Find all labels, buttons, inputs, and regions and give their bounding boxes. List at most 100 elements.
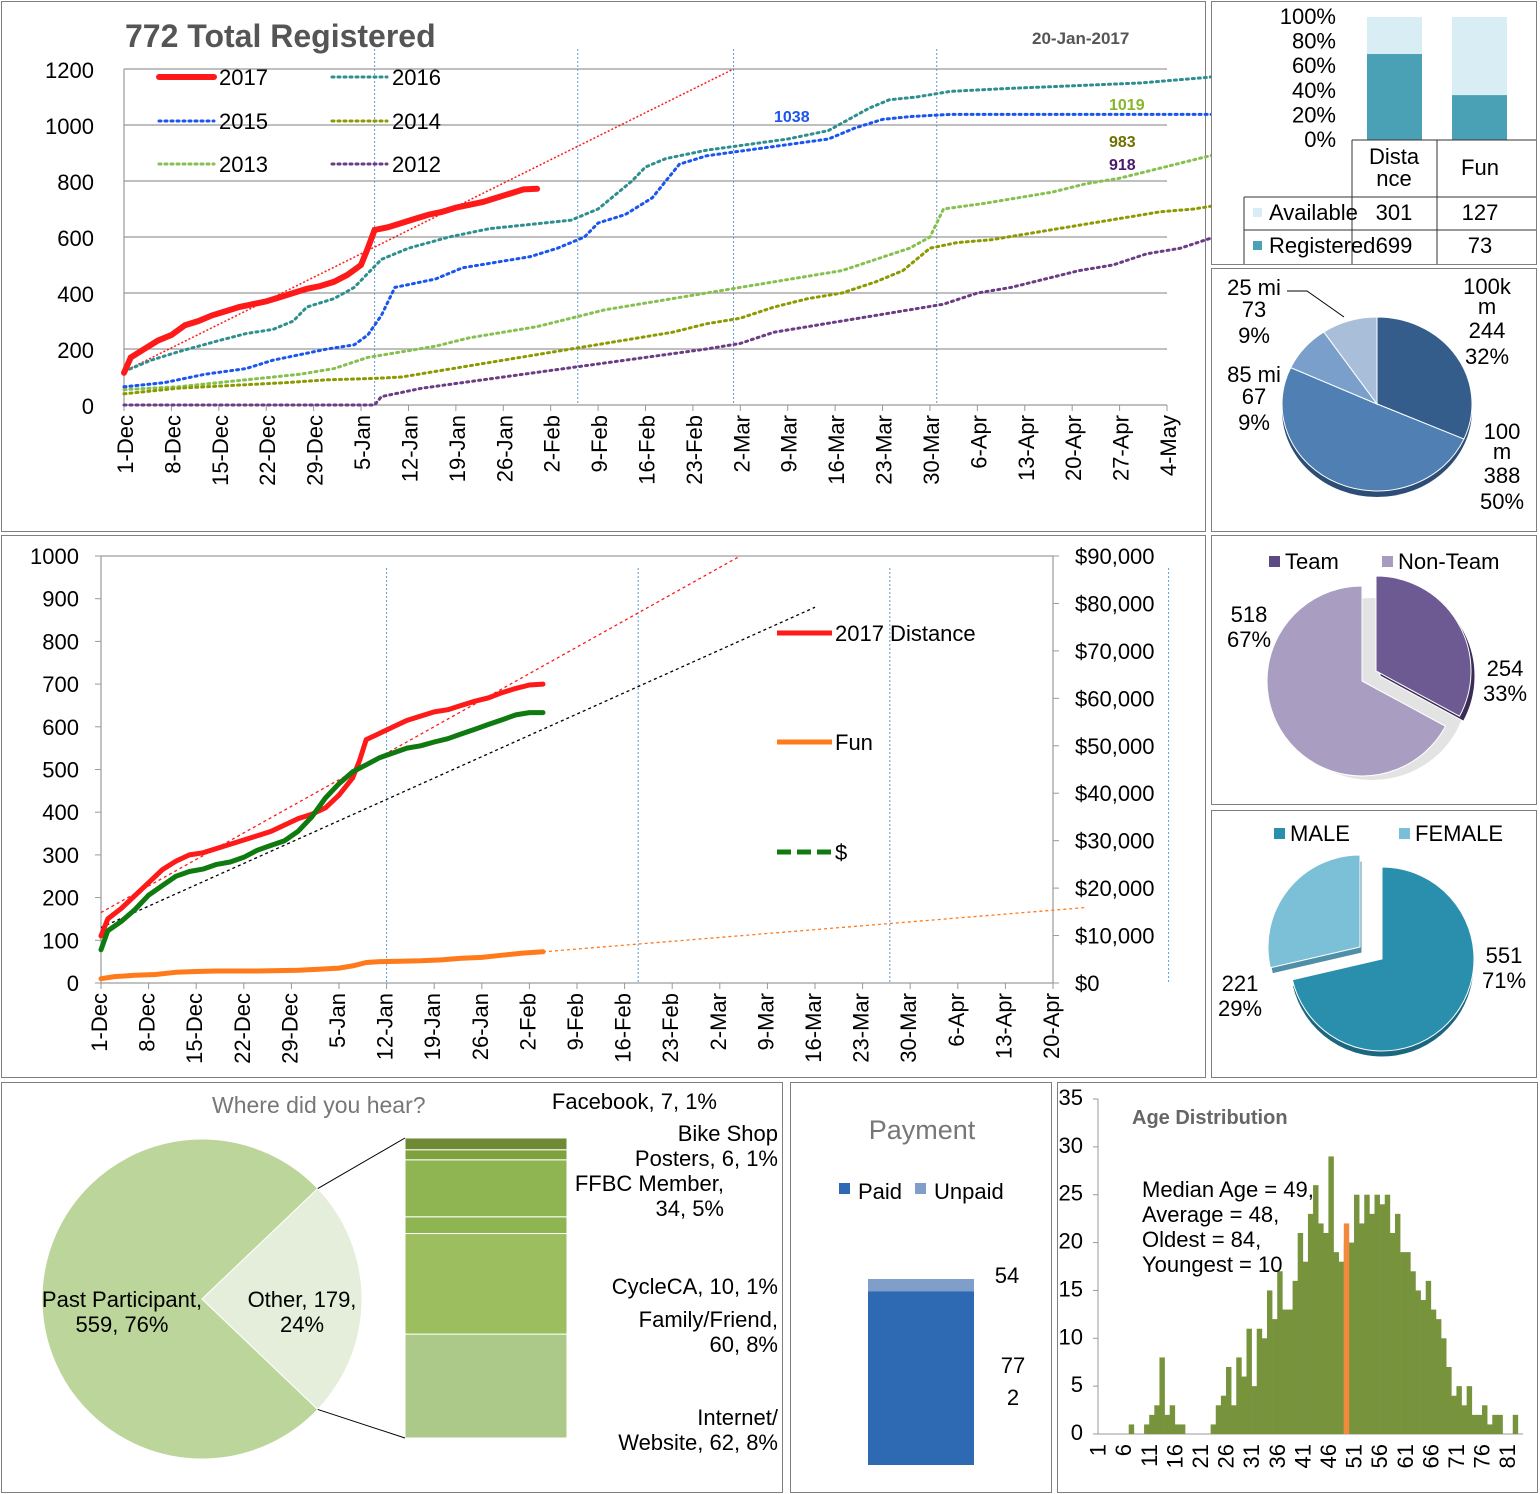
histogram-bar — [1241, 1376, 1247, 1434]
y-tick-label: 100 — [42, 928, 79, 953]
pie-slice — [41, 1138, 319, 1460]
histogram-bar — [1359, 1223, 1365, 1434]
stat-label: Average = 48, — [1142, 1202, 1279, 1227]
slice-pct: 32% — [1465, 344, 1509, 369]
legend-label: MALE — [1290, 821, 1350, 846]
x-tick-label: 6-Apr — [966, 415, 991, 469]
x-tick-label: 8-Dec — [160, 415, 185, 474]
histogram-bar — [1487, 1424, 1493, 1434]
slice-pct: 9% — [1238, 323, 1270, 348]
breakdown-label: Bike Shop Posters, 6, 1% — [635, 1121, 778, 1171]
histogram-bar — [1313, 1185, 1319, 1434]
distance-pie-panel: 100k m 244 32% 100 m 388 50% 85 mi 67 9% 25 mi 73 9% — [1211, 268, 1537, 532]
slice-value: 244 — [1469, 318, 1506, 343]
breakdown-label: Family/Friend, 60, 8% — [639, 1307, 778, 1357]
series-line-2013 — [122, 118, 1399, 392]
x-tick-label: 2-Mar — [706, 993, 731, 1050]
histogram-bar — [1466, 1386, 1473, 1434]
payment-panel: Payment Paid Unpaid 54 77 2 — [790, 1082, 1052, 1493]
y-tick-label: 200 — [57, 338, 94, 363]
bar-available — [1452, 17, 1507, 96]
x-tick-label: 30-Mar — [896, 993, 921, 1063]
x-tick-label: 66 — [1418, 1444, 1443, 1468]
histogram-bar — [1323, 1233, 1329, 1434]
legend-label: Paid — [858, 1179, 902, 1204]
value-annotation: 1038 — [774, 109, 810, 126]
distance-fun-panel: 0 100 200 300 400 500 600 700 800 900 1000 $0 $10,00… — [1, 535, 1206, 1078]
y-tick-label: 0 — [67, 971, 79, 996]
histogram-bar — [1482, 1405, 1488, 1434]
pie-slice — [1266, 585, 1447, 777]
x-tick-label: 46 — [1316, 1444, 1341, 1468]
histogram-bar — [1231, 1405, 1237, 1434]
x-tick-label: 16-Mar — [801, 993, 826, 1063]
histogram-bar — [1292, 1280, 1298, 1434]
series-line-2016 — [122, 67, 1399, 373]
breakdown-segment — [404, 1333, 568, 1439]
bar-available — [1367, 17, 1422, 55]
slice-value: 71% — [1482, 968, 1526, 993]
histogram-bar — [1394, 1213, 1401, 1434]
histogram-bar — [1159, 1357, 1165, 1434]
x-tick-label: 22-Dec — [255, 415, 280, 486]
bar-label: 77 2 — [1001, 1353, 1025, 1410]
y-tick-label: 0 — [1071, 1420, 1083, 1445]
breakdown-label: Facebook, 7, 1% — [552, 1089, 717, 1114]
x-tick-label: 6 — [1111, 1444, 1136, 1456]
y2-tick-label: $60,000 — [1075, 686, 1155, 711]
x-tick-label: 26 — [1214, 1444, 1239, 1468]
table-cell: 127 — [1462, 200, 1499, 225]
x-tick-label: 19-Jan — [420, 993, 445, 1060]
histogram-bar — [1272, 1319, 1278, 1434]
slice-value: 73 — [1242, 297, 1266, 322]
histogram-bar — [1471, 1414, 1478, 1434]
slice-pct: 9% — [1238, 410, 1270, 435]
slice-pct: 50% — [1480, 489, 1524, 514]
x-tick-label: 61 — [1393, 1444, 1418, 1468]
histogram-bar — [1364, 1194, 1370, 1434]
histogram-bar — [1174, 1424, 1181, 1434]
breakdown-segment — [404, 1233, 568, 1335]
y-tick-label: 600 — [42, 715, 79, 740]
y-tick-label: 900 — [42, 587, 79, 612]
x-tick-label: 1-Dec — [113, 415, 138, 474]
y-tick-label: 400 — [42, 800, 79, 825]
y-tick-label: 40% — [1292, 78, 1336, 103]
x-tick-label: 9-Mar — [777, 415, 802, 472]
slice-label: Other, 179, 24% — [248, 1287, 357, 1337]
x-tick-label: 6-Apr — [944, 993, 969, 1047]
legend-swatch — [1253, 208, 1262, 217]
legend-label: 2015 — [219, 109, 268, 134]
chart-title: Where did you hear? — [212, 1092, 426, 1118]
y-tick-label: 1000 — [30, 544, 79, 569]
x-tick-label: 22-Dec — [230, 993, 255, 1064]
pie-slice — [1375, 575, 1472, 717]
y-tick-label: 25 — [1059, 1181, 1083, 1206]
y-tick-label: 600 — [57, 226, 94, 251]
histogram-bar — [1461, 1405, 1467, 1434]
trend-line — [123, 68, 734, 373]
x-tick-label: 5-Jan — [325, 993, 350, 1048]
x-tick-label: 11 — [1137, 1444, 1162, 1467]
slice-value: 67 — [1242, 384, 1266, 409]
x-tick-label: 1 — [1086, 1444, 1111, 1456]
y2-tick-label: $10,000 — [1075, 924, 1155, 949]
x-tick-label: 56 — [1367, 1444, 1392, 1468]
payment-chart: Payment Paid Unpaid 54 77 2 — [839, 1115, 1025, 1465]
histogram-bar — [1415, 1290, 1421, 1434]
histogram-bar — [1128, 1424, 1135, 1434]
legend-label: 2017 — [219, 65, 268, 90]
legend-label: 2016 — [392, 65, 441, 90]
histogram-bar — [1236, 1357, 1242, 1434]
pie-slice — [1281, 366, 1465, 492]
histogram-bar — [1369, 1213, 1375, 1434]
histogram-bar — [1256, 1328, 1263, 1434]
slice-label: Past Participant, 559, 76% — [42, 1287, 202, 1337]
legend-label: FEMALE — [1415, 821, 1503, 846]
slice-value: 388 — [1484, 463, 1521, 488]
x-tick-label: 9-Feb — [587, 415, 612, 472]
stat-label: Median Age = 49, — [1142, 1177, 1314, 1202]
pie-slice — [1376, 316, 1473, 440]
